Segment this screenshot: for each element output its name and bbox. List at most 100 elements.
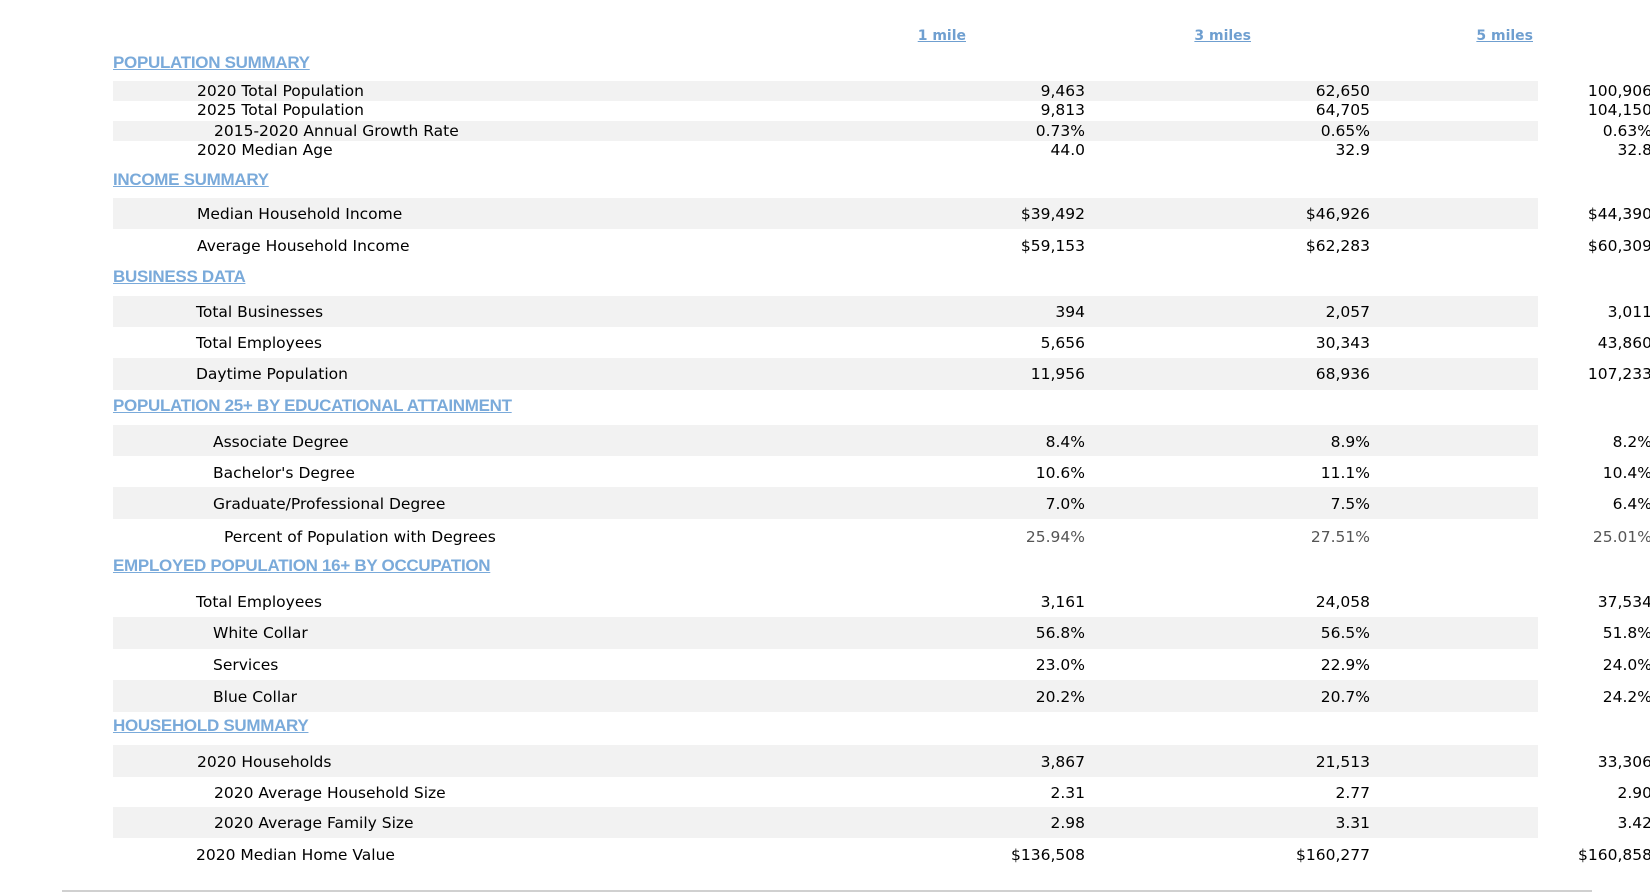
row-value-1-mile: 0.73% (1035, 122, 1085, 140)
row-value-1-mile: 7.0% (1045, 495, 1085, 513)
row-label: Bachelor's Degree (213, 464, 355, 482)
row-label: 2020 Households (197, 753, 332, 771)
table-row: White Collar 56.8% 56.5% 51.8% (113, 617, 1650, 649)
row-value-1-mile: 2.98 (1050, 814, 1085, 832)
row-label: 2020 Average Family Size (214, 814, 414, 832)
row-value-1-mile: $39,492 (1020, 205, 1085, 223)
row-label: Average Household Income (197, 237, 410, 255)
row-value-3-miles: 62,650 (1315, 82, 1370, 100)
row-label: 2020 Total Population (197, 82, 364, 100)
row-label: Daytime Population (196, 365, 348, 383)
row-label: 2020 Average Household Size (214, 784, 446, 802)
row-value-3-miles: $160,277 (1296, 846, 1370, 864)
row-value-3-miles: 3.31 (1335, 814, 1370, 832)
row-value-5-miles: 51.8% (1602, 624, 1650, 642)
row-value-5-miles: 104,150 (1587, 101, 1650, 119)
row-value-1-mile: 3,867 (1040, 753, 1085, 771)
row-value-3-miles: 20.7% (1320, 688, 1370, 706)
column-header-3-miles: 3 miles (1194, 28, 1251, 44)
row-value-1-mile: $136,508 (1011, 846, 1085, 864)
row-label: Median Household Income (197, 205, 403, 223)
row-label: 2020 Median Home Value (196, 846, 395, 864)
section-title-income: INCOME SUMMARY (113, 170, 269, 189)
row-value-1-mile: 20.2% (1035, 688, 1085, 706)
row-value-1-mile: 394 (1055, 303, 1085, 321)
row-value-1-mile: 25.94% (1025, 528, 1085, 546)
row-value-5-miles: $44,390 (1587, 205, 1650, 223)
table-row: 2015-2020 Annual Growth Rate 0.73% 0.65%… (113, 121, 1650, 141)
row-label: 2020 Median Age (197, 141, 333, 159)
table-row: 2020 Households 3,867 21,513 33,306 (113, 745, 1650, 777)
column-header-1-mile: 1 mile (917, 28, 966, 44)
table-row: Services 23.0% 22.9% 24.0% (113, 649, 1650, 680)
row-value-1-mile: 5,656 (1040, 334, 1085, 352)
table-row: 2025 Total Population 9,813 64,705 104,1… (113, 101, 1650, 121)
row-value-1-mile: 8.4% (1045, 433, 1085, 451)
section-title-occupation: EMPLOYED POPULATION 16+ BY OCCUPATION (113, 556, 491, 575)
row-value-3-miles: 7.5% (1330, 495, 1370, 513)
column-header-5-miles: 5 miles (1476, 28, 1533, 44)
section-title-population: POPULATION SUMMARY (113, 53, 310, 72)
row-value-5-miles: 32.8 (1617, 141, 1650, 159)
row-value-5-miles: 37,534 (1597, 593, 1650, 611)
table-row: Daytime Population 11,956 68,936 107,233 (113, 358, 1650, 390)
row-label: Services (213, 656, 279, 674)
section-title-education: POPULATION 25+ BY EDUCATIONAL ATTAINMENT (113, 396, 512, 415)
row-value-5-miles: $160,858 (1578, 846, 1650, 864)
table-row: Associate Degree 8.4% 8.9% 8.2% (113, 425, 1650, 456)
table-row: 2020 Average Family Size 2.98 3.31 3.42 (113, 807, 1650, 838)
row-value-1-mile: 10.6% (1035, 464, 1085, 482)
row-value-1-mile: $59,153 (1020, 237, 1085, 255)
row-value-3-miles: 68,936 (1315, 365, 1370, 383)
row-value-1-mile: 11,956 (1030, 365, 1085, 383)
table-row: Bachelor's Degree 10.6% 11.1% 10.4% (113, 456, 1650, 487)
row-value-3-miles: 21,513 (1315, 753, 1370, 771)
row-value-1-mile: 2.31 (1050, 784, 1085, 802)
row-value-3-miles: $46,926 (1305, 205, 1370, 223)
row-value-3-miles: 30,343 (1315, 334, 1370, 352)
row-value-5-miles: 2.90 (1617, 784, 1650, 802)
table-row: Median Household Income $39,492 $46,926 … (113, 198, 1650, 229)
row-value-5-miles: 0.63% (1602, 122, 1650, 140)
table-row: Average Household Income $59,153 $62,283… (113, 229, 1650, 260)
row-value-3-miles: 22.9% (1320, 656, 1370, 674)
row-value-1-mile: 56.8% (1035, 624, 1085, 642)
section-title-business: BUSINESS DATA (113, 267, 246, 286)
row-value-5-miles: 24.2% (1602, 688, 1650, 706)
table-row: 2020 Total Population 9,463 62,650 100,9… (113, 81, 1650, 101)
table-row: Total Employees 3,161 24,058 37,534 (113, 586, 1650, 617)
table-row: Percent of Population with Degrees 25.94… (113, 519, 1650, 551)
table-row: Graduate/Professional Degree 7.0% 7.5% 6… (113, 487, 1650, 519)
row-label: 2025 Total Population (197, 101, 364, 119)
row-value-3-miles: 27.51% (1310, 528, 1370, 546)
row-value-5-miles: $60,309 (1587, 237, 1650, 255)
row-value-1-mile: 44.0 (1050, 141, 1085, 159)
row-value-5-miles: 33,306 (1597, 753, 1650, 771)
row-value-5-miles: 6.4% (1612, 495, 1650, 513)
row-label: Blue Collar (213, 688, 298, 706)
row-value-3-miles: 32.9 (1335, 141, 1370, 159)
row-label: Associate Degree (213, 433, 349, 451)
table-row: 2020 Average Household Size 2.31 2.77 2.… (113, 777, 1650, 807)
table-row: 2020 Median Age 44.0 32.9 32.8 (113, 141, 1650, 161)
section-title-household: HOUSEHOLD SUMMARY (113, 716, 309, 735)
row-value-3-miles: 2.77 (1335, 784, 1370, 802)
row-label: Percent of Population with Degrees (224, 528, 496, 546)
table-row: Blue Collar 20.2% 20.7% 24.2% (113, 680, 1650, 712)
row-label: White Collar (213, 624, 308, 642)
row-value-5-miles: 3,011 (1607, 303, 1650, 321)
row-label: Total Employees (196, 593, 322, 611)
row-value-5-miles: 8.2% (1612, 433, 1650, 451)
row-value-1-mile: 9,813 (1040, 101, 1085, 119)
table-row: 2020 Median Home Value $136,508 $160,277… (113, 838, 1650, 870)
row-label: 2015-2020 Annual Growth Rate (214, 122, 459, 140)
table-row: Total Employees 5,656 30,343 43,860 (113, 327, 1650, 358)
row-value-1-mile: 9,463 (1040, 82, 1085, 100)
row-value-3-miles: 64,705 (1315, 101, 1370, 119)
row-value-3-miles: 8.9% (1330, 433, 1370, 451)
row-value-5-miles: 43,860 (1597, 334, 1650, 352)
row-label: Graduate/Professional Degree (213, 495, 446, 513)
row-value-3-miles: 0.65% (1320, 122, 1370, 140)
row-value-1-mile: 23.0% (1035, 656, 1085, 674)
row-value-1-mile: 3,161 (1040, 593, 1085, 611)
